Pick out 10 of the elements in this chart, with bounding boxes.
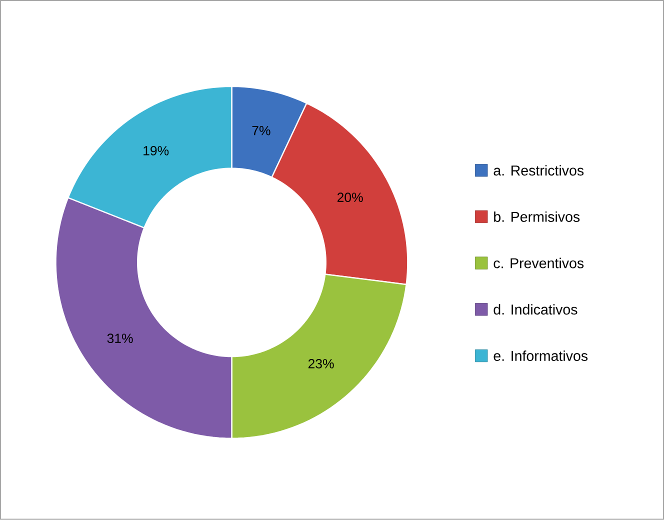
- legend-label: e. Informativos: [494, 350, 588, 362]
- legend-label: b. Permisivos: [494, 212, 580, 222]
- data-label: 23%: [308, 359, 334, 369]
- legend-label: d. Indicativos: [494, 304, 578, 315]
- legend-label: a. Restrictivos: [494, 165, 584, 176]
- data-label: 31%: [107, 334, 133, 344]
- data-label: 20%: [337, 192, 363, 202]
- data-label: 19%: [144, 146, 169, 156]
- data-label: 7%: [252, 126, 270, 136]
- legend-label: c. Preventivos: [494, 258, 584, 268]
